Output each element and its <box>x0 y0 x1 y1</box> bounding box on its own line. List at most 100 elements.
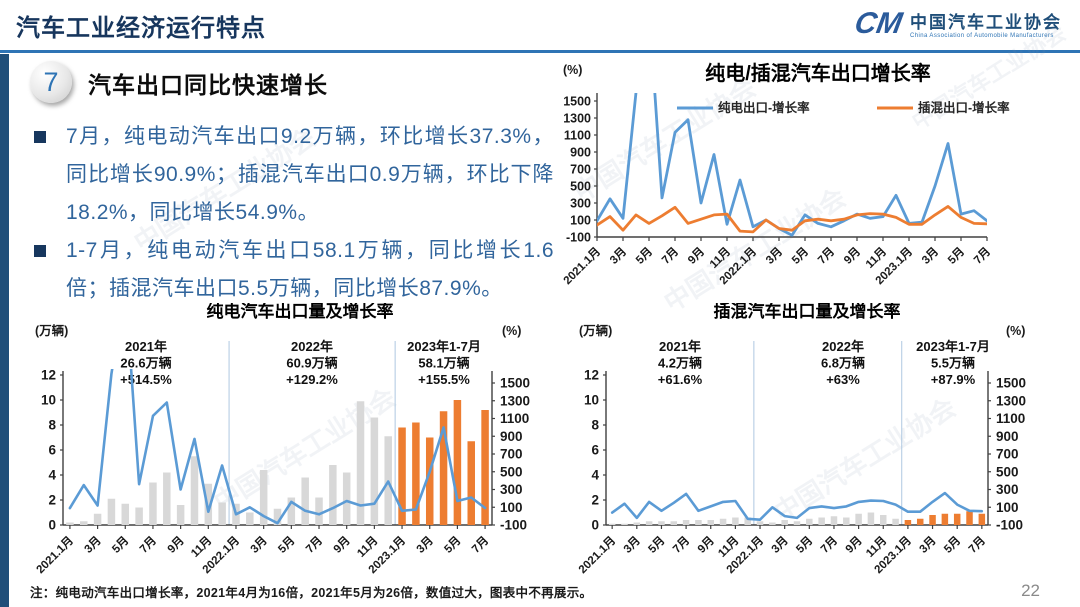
x-tick-label: 5月 <box>646 534 668 556</box>
bar-2021-month <box>176 505 185 525</box>
chart-phev-export-volume-growth: 插混汽车出口量及增长率 (万辆) (%) 2021年 4.2万辆+61.6% 2022年 6… <box>576 303 1026 576</box>
y-tick-label: 1300 <box>563 112 591 126</box>
x-tick-label: 3月 <box>769 534 791 556</box>
x-tick-label: 3月 <box>82 534 104 556</box>
page-number: 22 <box>1021 581 1040 600</box>
bar-2023-month <box>439 411 448 525</box>
bullet-item: 1-7月，纯电动汽车出口58.1万辆，同比增长1.6倍；插混汽车出口5.5万辆，… <box>30 232 554 308</box>
bar-2023-month <box>904 520 912 525</box>
right-tick-label: 100 <box>996 500 1019 515</box>
bar-2022-month <box>880 515 887 525</box>
year-annotation: 2021年 <box>125 339 167 354</box>
bar-2023-month <box>425 437 434 525</box>
bar-2021-month <box>121 503 130 525</box>
bar-2022-month <box>259 470 268 525</box>
x-tick-label: 9月 <box>695 534 717 556</box>
year-annotation: +87.9% <box>931 372 976 387</box>
bar-2022-month <box>329 465 337 525</box>
x-tick-label: 7月 <box>670 534 692 556</box>
chart-title: 纯电/插混汽车出口增长率 <box>705 61 931 85</box>
org-logo: CM 中国汽车工业协会 China Association of Automob… <box>852 6 1062 40</box>
bar-2021-month <box>204 483 213 525</box>
x-tick-label: 9月 <box>165 534 187 556</box>
year-annotation: 2022年 <box>822 339 864 354</box>
bar-2022-month <box>287 497 296 525</box>
x-tick-label: 7月 <box>137 534 159 556</box>
bar-2023-month <box>412 422 420 525</box>
bar-2023-month <box>453 400 462 525</box>
year-annotation: 2022年 <box>291 339 333 354</box>
left-tick-label: 2 <box>48 493 56 508</box>
bar-2023-month <box>966 511 973 525</box>
bar-2023-month <box>398 427 406 525</box>
series-bev-line <box>597 93 987 237</box>
y-tick-label: 700 <box>570 163 591 177</box>
year-annotation: +63% <box>826 372 860 387</box>
bar-2022-month <box>315 497 323 525</box>
x-tick-label: 2021.1月 <box>561 245 603 287</box>
series-phev-line <box>597 204 987 234</box>
left-tick-label: 2 <box>591 493 599 508</box>
bar-2022-month <box>246 512 254 525</box>
right-tick-label: 500 <box>996 464 1019 479</box>
right-tick-label: 900 <box>500 429 523 444</box>
y-tick-label: 1100 <box>564 129 591 143</box>
left-tick-label: 10 <box>41 393 56 408</box>
bar-2022-month <box>793 521 801 525</box>
x-tick-label: 7月 <box>659 245 681 267</box>
left-axis-unit: (万辆) <box>579 323 612 338</box>
x-tick-label: 3月 <box>607 245 629 267</box>
bar-2021-month <box>80 521 88 525</box>
y-tick-label: 500 <box>570 180 591 194</box>
bar-2021-month <box>744 517 751 525</box>
bar-2021-month <box>135 507 143 525</box>
right-tick-label: 100 <box>500 500 523 515</box>
bar-2022-month <box>843 517 850 525</box>
caam-logo-icon: CM <box>852 6 905 40</box>
left-tick-label: 4 <box>591 468 599 483</box>
bar-2022-month <box>769 522 776 525</box>
year-annotation: +61.6% <box>658 372 703 387</box>
bar-2021-month <box>658 521 665 525</box>
x-tick-label: 5月 <box>442 534 464 556</box>
chart-title: 插混汽车出口量及增长率 <box>714 303 901 321</box>
year-annotation: 2023年1-7月 <box>407 339 481 354</box>
x-tick-label: 7月 <box>818 534 840 556</box>
x-tick-label: 9月 <box>843 534 865 556</box>
bar-2022-month <box>892 518 899 525</box>
right-tick-label: 1500 <box>500 376 530 391</box>
bar-2021-month <box>621 523 628 525</box>
bar-2021-month <box>707 520 714 525</box>
bar-2021-month <box>608 523 616 525</box>
bar-2022-month <box>806 518 813 525</box>
x-tick-label: 2021.1月 <box>576 534 618 576</box>
bar-2021-month <box>682 520 690 525</box>
left-tick-label: 12 <box>584 368 599 383</box>
x-tick-label: 9月 <box>331 534 353 556</box>
bar-2021-month <box>645 521 653 525</box>
bar-2023-month <box>467 441 475 525</box>
left-tick-label: 6 <box>48 443 56 458</box>
bar-2021-month <box>218 502 226 525</box>
x-tick-label: 11月 <box>355 534 381 560</box>
growth-rate-line <box>68 369 487 525</box>
bar-2022-month <box>273 508 282 525</box>
bar-2021-month <box>66 522 74 525</box>
year-annotation: +514.5% <box>120 372 172 387</box>
bar-2023-month <box>929 515 936 525</box>
year-annotation: 26.6万辆 <box>120 356 171 371</box>
left-tick-label: 12 <box>41 368 56 383</box>
left-tick-label: 8 <box>48 418 56 433</box>
right-tick-label: -100 <box>996 518 1023 533</box>
chart-bev-phev-export-growth: 纯电/插混汽车出口增长率 (%) 纯电出口-增长率 插混出口-增长率 1500 1300 1… <box>561 61 1010 287</box>
x-tick-label: 3月 <box>917 534 939 556</box>
y-tick-label: 1500 <box>563 95 591 109</box>
year-annotation: 5.5万辆 <box>931 356 975 371</box>
bar-2021-month <box>163 472 171 525</box>
bar-2021-month <box>93 513 102 525</box>
right-tick-label: 300 <box>500 482 523 497</box>
year-annotation: 6.8万辆 <box>821 356 865 371</box>
bar-2023-month <box>916 518 924 525</box>
x-tick-label: 3月 <box>621 534 643 556</box>
